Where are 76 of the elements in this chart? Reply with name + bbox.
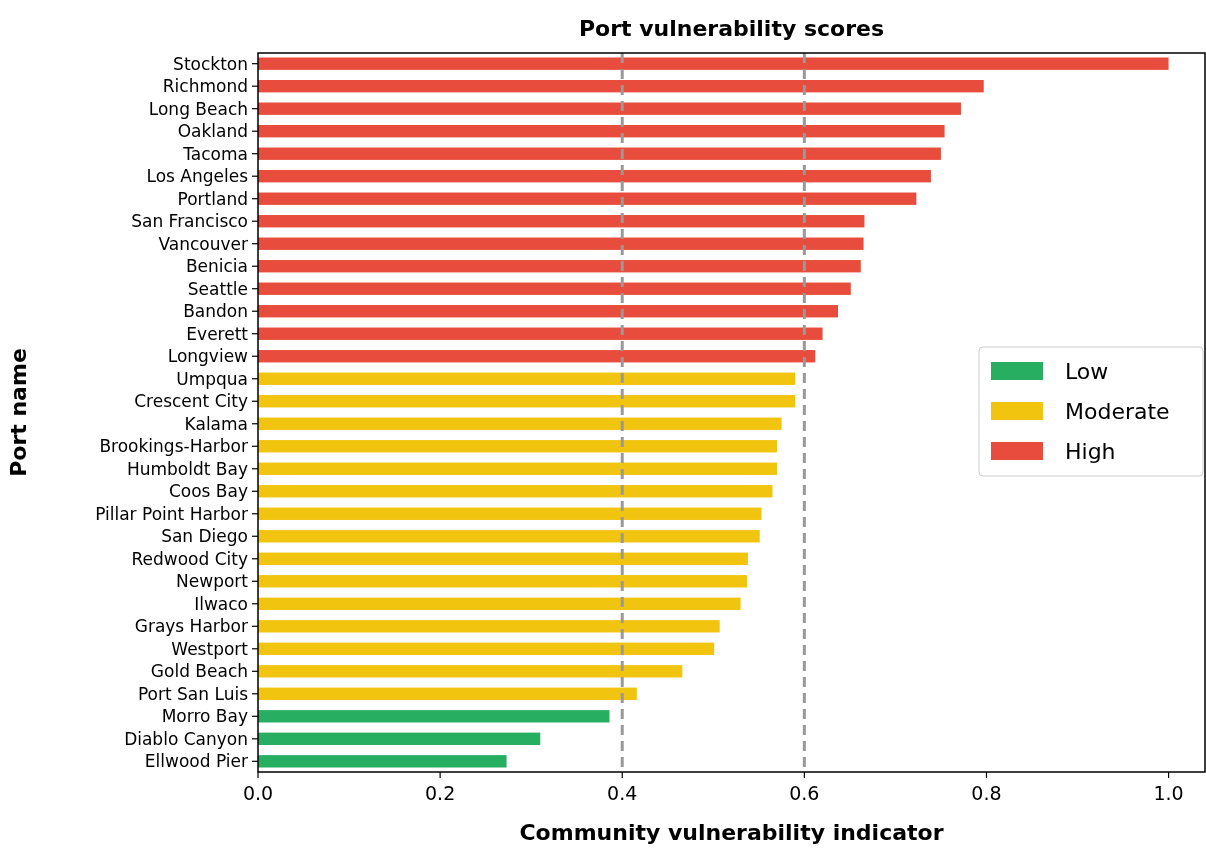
y-axis-title: Port name [6, 348, 31, 477]
y-tick-label: Oakland [177, 121, 248, 142]
x-tick-label: 0.0 [242, 782, 274, 804]
y-tick-label: Kalama [184, 413, 248, 434]
x-tick-label: 0.6 [789, 782, 820, 804]
y-tick-label: Diablo Canyon [124, 728, 248, 749]
bar [258, 215, 865, 228]
bar [258, 462, 778, 475]
y-tick-label: Redwood City [131, 548, 248, 569]
x-tick-label: 0.4 [607, 782, 638, 804]
y-tick-label: Grays Harbor [134, 616, 248, 637]
bar [258, 372, 796, 385]
bar [258, 147, 941, 160]
bar [258, 125, 945, 138]
bar [258, 170, 931, 183]
bar [258, 102, 961, 115]
y-tick-label: Westport [171, 638, 249, 659]
bar [258, 642, 715, 655]
x-axis-title: Community vulnerability indicator [519, 820, 944, 845]
y-tick-label: Coos Bay [168, 481, 248, 502]
bar [258, 350, 816, 363]
y-tick-label: Brookings-Harbor [99, 436, 249, 457]
bar [258, 237, 864, 250]
y-tick-label: San Francisco [131, 211, 248, 232]
bar [258, 440, 778, 453]
bar [258, 620, 720, 633]
legend-label: Low [1065, 358, 1109, 384]
y-tick-label: Ilwaco [194, 593, 248, 614]
bar [258, 732, 541, 745]
bar [258, 597, 741, 610]
y-tick-label: Newport [176, 571, 249, 592]
bar [258, 485, 773, 498]
bar [258, 80, 984, 93]
bar [258, 57, 1169, 70]
y-tick-label: Long Beach [148, 98, 248, 119]
bar [258, 282, 851, 295]
x-tick-label: 0.8 [971, 782, 1002, 804]
y-tick-label: Umpqua [176, 368, 248, 389]
x-tick-label: 0.2 [425, 782, 456, 804]
bar [258, 507, 762, 520]
y-tick-label: Port San Luis [137, 683, 249, 704]
bar [258, 530, 760, 543]
bar [258, 665, 683, 678]
y-tick-label: Vancouver [158, 233, 248, 254]
y-tick-label: Richmond [162, 76, 248, 97]
y-tick-label: San Diego [161, 526, 248, 547]
bar [258, 417, 782, 430]
y-tick-label: Pillar Point Harbor [95, 503, 249, 524]
chart-title: Port vulnerability scores [578, 16, 885, 41]
y-tick-label: Gold Beach [150, 661, 248, 682]
y-tick-label: Stockton [173, 53, 248, 74]
y-tick-label: Los Angeles [146, 166, 249, 187]
x-tick-label: 1.0 [1153, 782, 1184, 804]
bar [258, 192, 917, 205]
bar [258, 710, 610, 723]
legend-label: High [1065, 438, 1116, 464]
y-tick-label: Seattle [187, 278, 248, 299]
y-tick-label: Humboldt Bay [126, 458, 248, 479]
bar [258, 305, 839, 318]
y-tick-label: Ellwood Pier [144, 751, 249, 772]
y-tick-label: Portland [177, 188, 248, 209]
bar [258, 552, 748, 565]
bar [258, 755, 507, 768]
bar [258, 327, 823, 340]
y-tick-label: Everett [186, 323, 249, 344]
y-tick-label: Benicia [185, 256, 248, 277]
y-tick-label: Longview [167, 346, 249, 367]
y-tick-label: Bandon [183, 301, 248, 322]
y-tick-label: Morro Bay [161, 706, 248, 727]
bar [258, 395, 796, 408]
legend-label: Moderate [1065, 398, 1170, 424]
bar [258, 687, 637, 700]
y-tick-label: Tacoma [182, 143, 248, 164]
y-tick-label: Crescent City [134, 391, 248, 412]
bar [258, 260, 861, 273]
bar [258, 575, 747, 588]
